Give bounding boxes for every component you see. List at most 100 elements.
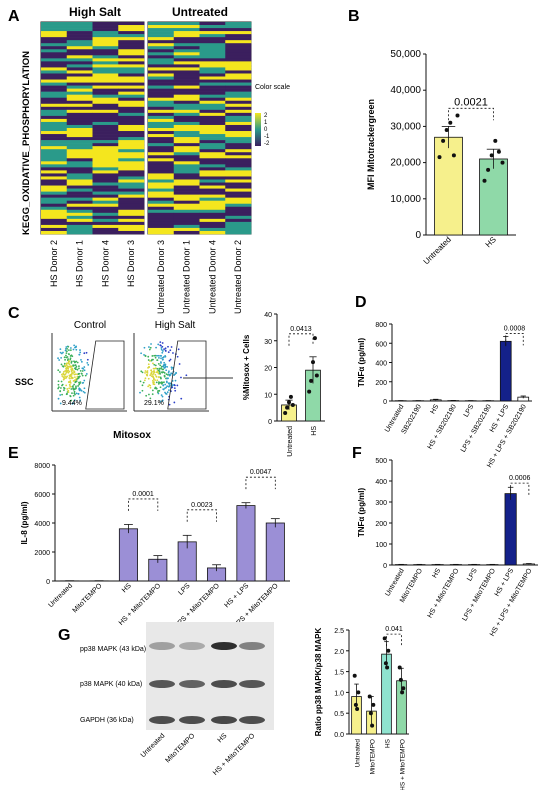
heatmap-cell bbox=[148, 100, 175, 105]
heatmap-cell bbox=[199, 103, 226, 108]
flow-event bbox=[73, 344, 76, 347]
flow-event bbox=[68, 387, 71, 390]
heatmap-cell bbox=[118, 152, 145, 156]
significance-bracket bbox=[510, 482, 530, 496]
heatmap-cell bbox=[118, 97, 145, 102]
heatmap-cell bbox=[66, 85, 93, 89]
blot-band bbox=[211, 716, 237, 724]
heatmap-cell bbox=[118, 121, 145, 126]
chart-e: 0 2000 4000 6000 8000 IL-8 (pg/ml) UntreatedMi… bbox=[20, 463, 290, 642]
heatmap-cell bbox=[173, 64, 200, 68]
flow-event bbox=[162, 388, 165, 391]
heatmap-cell bbox=[92, 152, 119, 156]
heatmap-cell bbox=[225, 212, 252, 217]
heatmap-cell bbox=[173, 128, 200, 132]
heatmap-cell bbox=[41, 88, 68, 92]
flow-event bbox=[68, 377, 71, 379]
heatmap-column-label: Untreated Donor 1 bbox=[182, 240, 192, 314]
blot-band bbox=[149, 680, 175, 688]
heatmap-cell bbox=[118, 194, 145, 198]
heatmap-cell bbox=[118, 67, 145, 71]
y-tick-label: 400 bbox=[375, 361, 387, 368]
heatmap-cell bbox=[148, 230, 175, 235]
heatmap-cell bbox=[41, 227, 68, 232]
flow-event bbox=[61, 383, 64, 386]
heatmap-cell bbox=[118, 103, 145, 108]
color-scale-tick: 0 bbox=[264, 127, 268, 133]
y-tick-label: 30 bbox=[264, 339, 272, 346]
heatmap-cell bbox=[41, 215, 68, 220]
y-tick-label: 0 bbox=[383, 399, 387, 406]
heatmap-cell bbox=[148, 37, 175, 41]
flow-event bbox=[159, 341, 162, 344]
flow-event bbox=[73, 371, 76, 374]
blot-lane-label: HS bbox=[217, 732, 229, 744]
heatmap-cell bbox=[41, 137, 68, 141]
heatmap-cell bbox=[118, 55, 145, 59]
bar bbox=[434, 136, 463, 236]
p-value-label: 0.0023 bbox=[191, 502, 213, 509]
y-tick-label: 0 bbox=[268, 419, 272, 426]
heatmap-cell bbox=[118, 134, 145, 138]
heatmap-cell bbox=[66, 191, 93, 195]
flow-event bbox=[62, 365, 65, 368]
heatmap-cell bbox=[173, 55, 200, 59]
heatmap-cell bbox=[199, 230, 226, 235]
flow-event bbox=[157, 389, 159, 392]
flow-event bbox=[58, 371, 61, 373]
heatmap-cell bbox=[148, 149, 175, 153]
heatmap-cell bbox=[199, 134, 226, 138]
heatmap-cell bbox=[41, 197, 68, 201]
heatmap-cell bbox=[148, 224, 175, 229]
heatmap-cell bbox=[225, 215, 252, 220]
heatmap-cell bbox=[118, 52, 145, 56]
heatmap-cell bbox=[173, 100, 200, 105]
flow-event bbox=[78, 367, 80, 370]
blot-row-label: p38 MAPK (40 kDa) bbox=[80, 681, 142, 688]
data-point bbox=[371, 702, 376, 707]
heatmap-cell bbox=[148, 49, 175, 53]
flow-event bbox=[70, 360, 73, 363]
heatmap-cell bbox=[118, 37, 145, 41]
flow-event bbox=[69, 380, 72, 382]
heatmap-cell bbox=[92, 94, 119, 99]
blot-row-label: GAPDH (36 kDa) bbox=[80, 717, 134, 724]
heatmap-cell bbox=[173, 88, 200, 92]
flow-event bbox=[169, 358, 172, 361]
flow-event bbox=[64, 365, 67, 368]
y-tick-label: 0.5 bbox=[334, 711, 344, 718]
data-point bbox=[493, 138, 498, 143]
heatmap-cell bbox=[66, 173, 93, 177]
flow-event bbox=[72, 385, 74, 387]
heatmap-cell bbox=[92, 28, 119, 32]
flow-event bbox=[174, 379, 177, 382]
heatmap-cell bbox=[173, 40, 200, 44]
heatmap-cell bbox=[92, 82, 119, 86]
flow-event bbox=[77, 392, 80, 395]
flow-event bbox=[175, 371, 177, 374]
flow-event bbox=[143, 379, 146, 382]
heatmap-cell bbox=[41, 76, 68, 80]
x-tick-label: HS bbox=[430, 403, 441, 415]
y-axis-title: Ratio pp38 MAPK/p38 MAPK bbox=[314, 628, 323, 737]
heatmap-cell bbox=[41, 173, 68, 177]
bar bbox=[118, 528, 138, 582]
flow-event bbox=[69, 375, 72, 377]
data-point bbox=[489, 153, 494, 158]
flow-event bbox=[166, 377, 168, 380]
flow-event bbox=[73, 390, 76, 393]
flow-event bbox=[71, 355, 74, 358]
heatmap-cell bbox=[41, 64, 68, 68]
heatmap-cell bbox=[225, 82, 252, 86]
flow-event bbox=[150, 343, 152, 345]
flow-event bbox=[74, 376, 76, 379]
flow-event bbox=[69, 349, 72, 352]
y-tick-label: 100 bbox=[375, 542, 387, 549]
flow-gate bbox=[85, 340, 125, 410]
heatmap-cell bbox=[66, 103, 93, 108]
data-point bbox=[356, 690, 361, 695]
heatmap-cell bbox=[173, 227, 200, 232]
blot-lane-label: MitoTEMPO bbox=[165, 732, 197, 764]
flow-event bbox=[79, 382, 81, 385]
heatmap-cell bbox=[199, 40, 226, 44]
